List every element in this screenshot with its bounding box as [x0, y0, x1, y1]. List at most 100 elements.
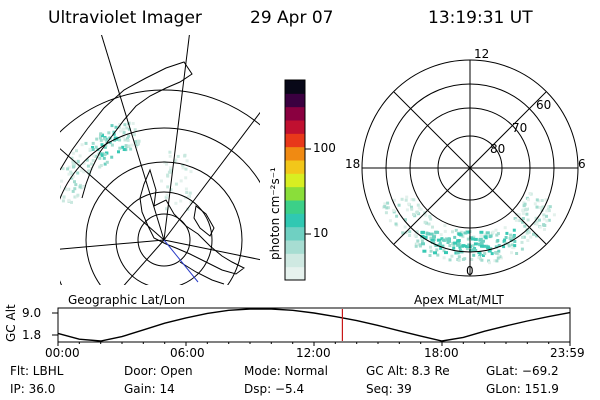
geo-panel-label: Geographic Lat/Lon [68, 293, 186, 307]
emission-pixel [489, 247, 493, 251]
emission-pixel [477, 256, 481, 260]
emission-pixel [437, 243, 442, 247]
emission-pixel [405, 208, 409, 212]
emission-pixel [85, 158, 89, 162]
colorbar-segment [285, 200, 305, 214]
emission-pixel [113, 138, 117, 142]
emission-pixel [443, 224, 447, 228]
emission-pixel [521, 212, 525, 216]
emission-pixel [98, 136, 102, 140]
emission-pixel [494, 228, 498, 232]
mlt-label-12: 12 [474, 47, 490, 61]
emission-pixel [387, 206, 390, 210]
emission-pixel [547, 205, 551, 208]
emission-pixel [105, 140, 109, 144]
emission-pixel [483, 252, 487, 256]
emission-pixel [413, 233, 417, 237]
emission-pixel [520, 240, 524, 244]
emission-pixel [107, 131, 111, 135]
colorbar-segment [285, 160, 305, 174]
emission-pixel [53, 187, 56, 190]
emission-pixel [429, 236, 433, 240]
emission-pixel [461, 244, 466, 248]
emission-pixel [454, 228, 458, 232]
emission-pixel [394, 222, 398, 226]
emission-pixel [540, 199, 544, 202]
emission-pixel [543, 228, 546, 231]
emission-pixel [523, 202, 527, 206]
emission-pixel [121, 145, 125, 149]
emission-pixel [488, 234, 493, 238]
emission-pixel [453, 241, 458, 245]
emission-pixel [102, 156, 106, 160]
emission-pixel [169, 168, 173, 172]
emission-pixel [181, 163, 185, 167]
emission-pixel [122, 148, 126, 151]
emission-pixel [46, 192, 49, 195]
emission-pixel [61, 199, 65, 203]
emission-pixel [435, 230, 440, 234]
emission-pixel [385, 206, 389, 210]
emission-pixel [471, 248, 476, 252]
emission-pixel [448, 244, 452, 247]
emission-pixel [404, 198, 408, 202]
emission-pixel [73, 180, 76, 184]
emission-pixel [439, 246, 443, 250]
emission-pixel [82, 170, 86, 174]
emission-pixel [546, 206, 550, 210]
emission-pixel [491, 230, 495, 234]
longitude-line [60, 239, 165, 250]
status-flt: Flt: LBHL [10, 364, 64, 378]
emission-pixel [166, 185, 170, 189]
emission-pixel [439, 233, 443, 237]
status-glat: GLat: −69.2 [486, 364, 559, 378]
emission-pixel [480, 258, 484, 262]
status-dsp: Dsp: −5.4 [244, 382, 305, 396]
emission-pixel [168, 150, 172, 154]
emission-pixel [436, 253, 440, 257]
emission-pixel [545, 214, 548, 218]
emission-pixel [62, 195, 66, 199]
emission-pixel [410, 197, 414, 201]
emission-pixel [60, 179, 64, 183]
emission-pixel [126, 137, 129, 141]
emission-pixel [535, 205, 539, 209]
mlt-label-18: 18 [345, 157, 361, 171]
emission-pixel [71, 189, 75, 193]
emission-pixel [503, 241, 507, 245]
emission-pixel [71, 165, 75, 169]
emission-pixel [132, 133, 136, 137]
emission-pixel [110, 143, 114, 147]
emission-pixel [503, 226, 507, 230]
emission-pixel [461, 235, 465, 239]
emission-pixel [79, 168, 83, 172]
emission-pixel [474, 249, 478, 252]
emission-pixel [513, 217, 517, 220]
emission-pixel [414, 244, 418, 248]
emission-pixel [533, 202, 537, 206]
mlt-label-0: 0 [466, 264, 474, 278]
emission-pixel [532, 232, 535, 236]
emission-pixel [455, 251, 460, 255]
emission-pixel [440, 244, 445, 248]
emission-pixel [80, 186, 84, 190]
emission-pixel [55, 179, 58, 182]
emission-pixel [69, 170, 73, 174]
emission-pixel [113, 136, 117, 140]
emission-pixel [176, 154, 180, 158]
emission-pixel [544, 198, 548, 202]
emission-pixel [67, 172, 71, 176]
emission-pixel [76, 193, 80, 197]
emission-pixel [423, 220, 427, 224]
longitude-line [123, 239, 165, 285]
emission-pixel [169, 166, 173, 170]
colorbar-tick-10: 10 [313, 226, 329, 240]
emission-pixel [443, 229, 447, 233]
colorbar-segment [285, 133, 305, 148]
emission-pixel [137, 139, 141, 143]
emission-pixel [483, 235, 488, 239]
emission-pixel [103, 137, 107, 141]
emission-pixel [496, 256, 500, 260]
sun-direction-line [163, 239, 199, 283]
emission-pixel [393, 198, 396, 202]
